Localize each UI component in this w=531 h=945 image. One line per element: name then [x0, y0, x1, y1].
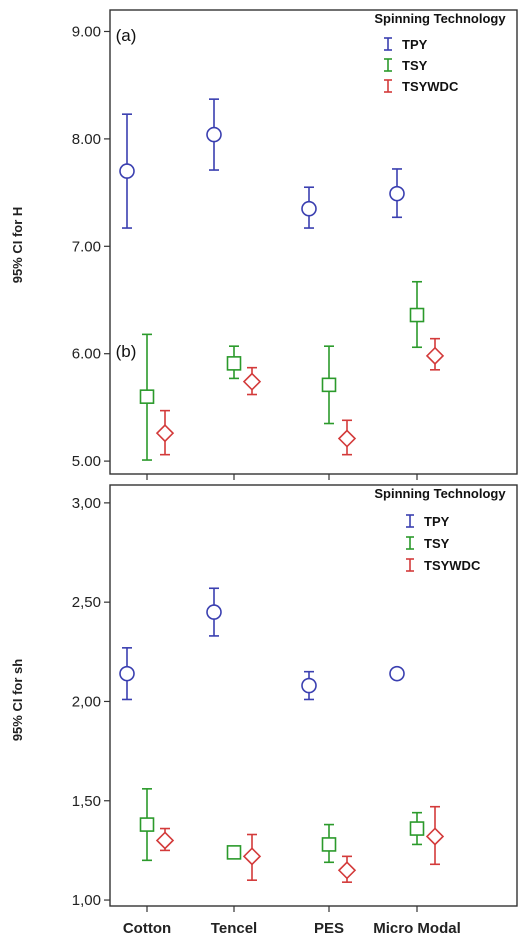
mean-marker-diamond: [425, 827, 445, 846]
legend-item-label: TSY: [402, 58, 428, 73]
y-tick-label: 5.00: [72, 453, 101, 470]
y-tick-label: 3,00: [72, 495, 101, 512]
mean-marker-square: [409, 821, 425, 836]
mean-marker-diamond: [337, 429, 357, 448]
legend-item-label: TSYWDC: [402, 79, 459, 94]
mean-marker-square: [139, 389, 155, 404]
legend-item-label: TPY: [424, 514, 450, 529]
mean-marker-square: [139, 817, 155, 832]
legend-item-label: TPY: [402, 37, 428, 52]
mean-marker-square: [226, 356, 242, 371]
mean-marker-circle: [119, 163, 135, 179]
y-tick-label: 6.00: [72, 346, 101, 363]
mean-marker-circle: [301, 677, 317, 694]
legend-title: Spinning Technology: [374, 11, 506, 26]
panel-tag: (a): [116, 26, 137, 45]
mean-marker-square: [409, 307, 425, 323]
mean-marker-circle: [206, 604, 222, 620]
mean-marker-square: [226, 845, 242, 860]
panel-tag: (b): [116, 342, 137, 361]
mean-marker-square: [321, 377, 337, 393]
mean-marker-diamond: [242, 372, 262, 391]
y-tick-label: 7.00: [72, 238, 101, 255]
mean-marker-circle: [389, 185, 405, 202]
mean-marker-diamond: [425, 346, 445, 365]
mean-marker-circle: [389, 665, 405, 682]
mean-marker-circle: [206, 126, 222, 143]
legend-item-label: TSYWDC: [424, 558, 481, 573]
plot-frame: [109, 484, 518, 907]
mean-marker-diamond: [155, 424, 175, 443]
y-axis-title: 95% CI for H: [10, 207, 25, 284]
panel-b: 1,00 1,50 2,00 2,50 3,00 95% CI for sh (b) Cott…: [10, 342, 518, 937]
legend-title: Spinning Technology: [374, 486, 506, 501]
mean-marker-square: [321, 837, 337, 852]
mean-marker-diamond: [155, 831, 175, 850]
x-category-label: Micro Modal: [373, 920, 461, 937]
y-tick-label: 2,00: [72, 693, 101, 710]
x-category-label: Cotton: [123, 920, 171, 937]
y-tick-label: 8.00: [72, 131, 101, 148]
y-tick-label: 2,50: [72, 594, 101, 611]
mean-marker-diamond: [337, 861, 357, 880]
x-category-label: Tencel: [211, 920, 257, 937]
plot-frame: [109, 9, 518, 475]
panel-a: 5.00 6.00 7.00 8.00 9.00 95% CI for H (a) Spinn…: [10, 9, 518, 480]
x-category-label: PES: [314, 920, 344, 937]
y-axis-title: 95% CI for sh: [10, 659, 25, 741]
y-tick-label: 1,50: [72, 793, 101, 810]
y-tick-label: 1,00: [72, 892, 101, 909]
y-tick-label: 9.00: [72, 23, 101, 40]
mean-marker-circle: [301, 200, 317, 217]
mean-marker-diamond: [242, 847, 262, 866]
mean-marker-circle: [119, 665, 135, 682]
legend-item-label: TSY: [424, 536, 450, 551]
